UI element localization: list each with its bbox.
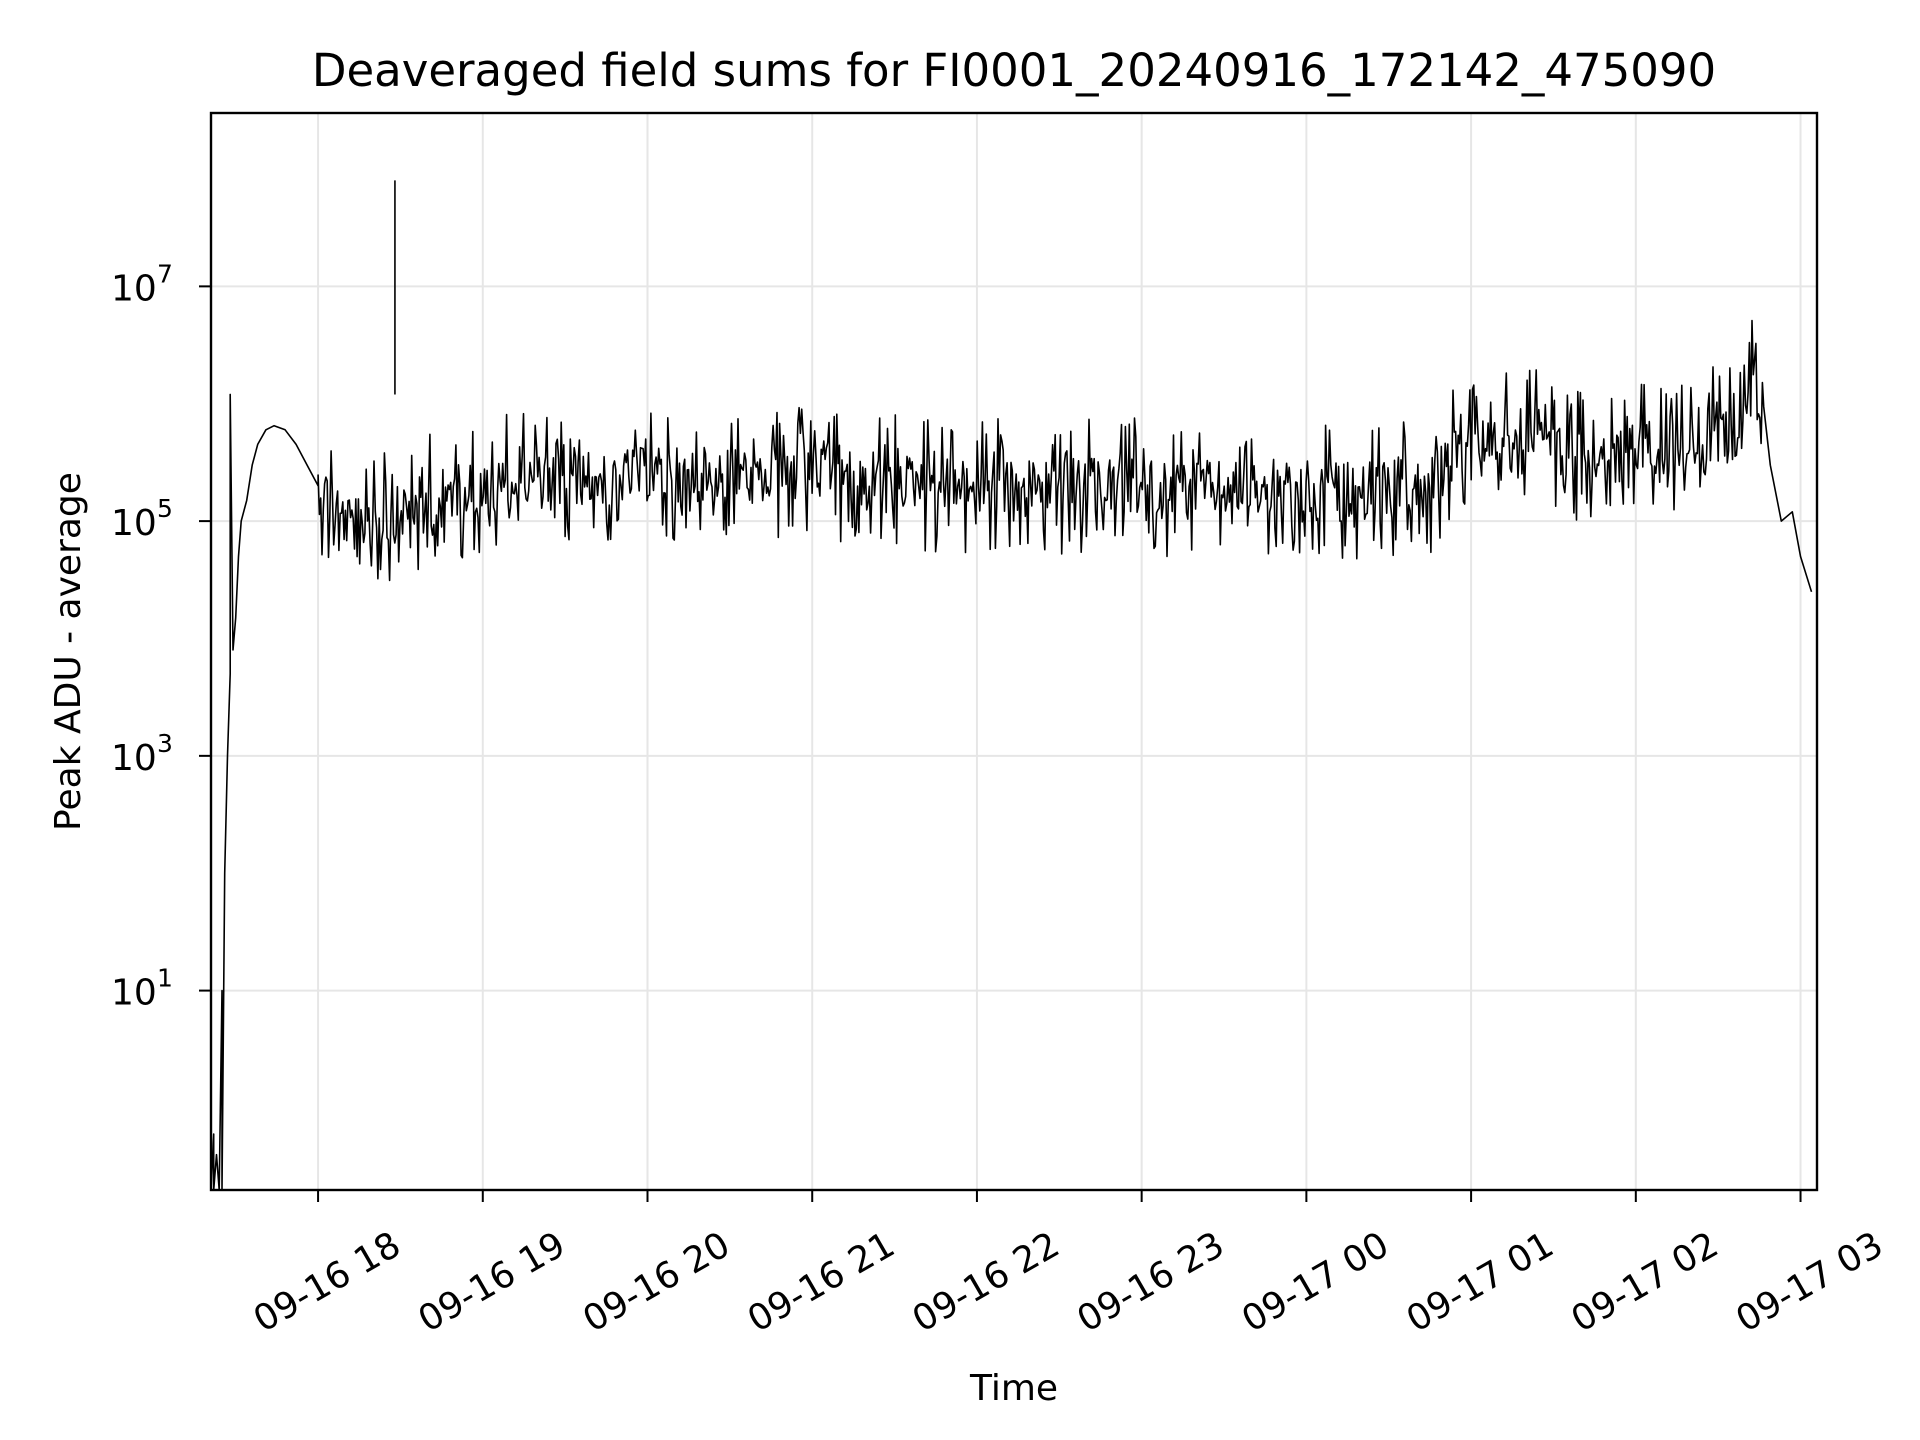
chart-title: Deaveraged field sums for FI0001_2024091… <box>312 44 1716 97</box>
y-tick-exponent: 7 <box>157 259 173 288</box>
y-tick-label: 10 1 <box>111 964 173 1014</box>
x-axis-label: Time <box>969 1368 1058 1409</box>
y-tick-base: 10 <box>111 973 157 1014</box>
y-tick-exponent: 1 <box>157 964 173 993</box>
series-layer <box>211 180 1813 1190</box>
y-tick-base: 10 <box>111 268 157 309</box>
y-tick-label: 10 7 <box>111 259 173 309</box>
y-tick-exponent: 3 <box>157 729 173 758</box>
plot-area-frame <box>209 111 1819 1192</box>
y-tick-base: 10 <box>111 503 157 544</box>
y-tick-label: 10 5 <box>111 494 173 544</box>
y-axis-label: Peak ADU - average <box>48 472 89 831</box>
y-tick-base: 10 <box>111 738 157 779</box>
y-tick-label: 10 3 <box>111 729 173 779</box>
y-tick-exponent: 5 <box>157 494 173 523</box>
series-line <box>211 319 1813 1190</box>
